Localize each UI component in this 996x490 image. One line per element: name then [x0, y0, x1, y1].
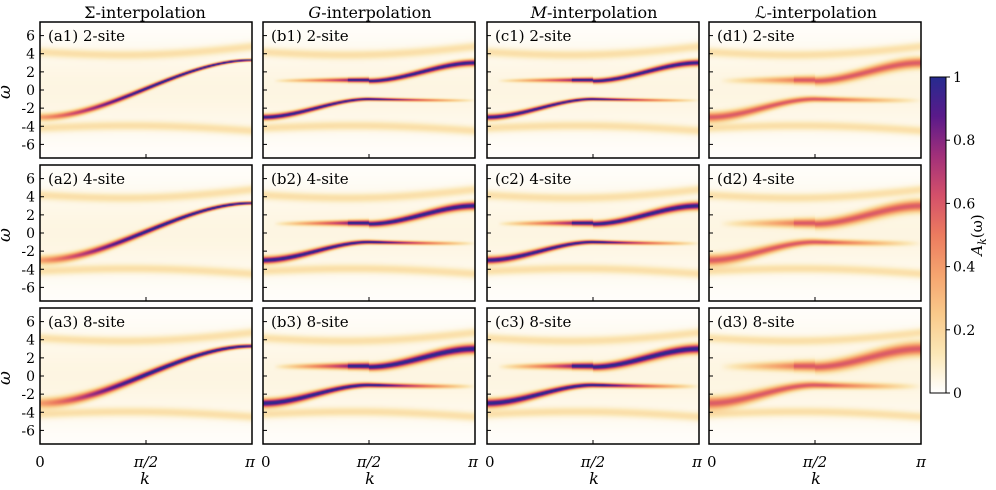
- panel-label: (b2) 4-site: [271, 170, 349, 188]
- y-tick-label: -2: [21, 244, 35, 260]
- x-tick-label: 0: [707, 453, 717, 471]
- y-tick-label: -4: [21, 119, 35, 135]
- heatmap-image: [40, 22, 252, 158]
- panel-label: (b1) 2-site: [271, 27, 349, 45]
- panel-1-0: (a2) 4-site: [39, 164, 253, 302]
- x-tick-label: π/2: [580, 453, 605, 471]
- panel-label: (b3) 8-site: [271, 313, 349, 331]
- y-tick-label: -6: [21, 423, 35, 439]
- heatmap-panels: (a1) 2-site (b1) 2-site (c1) 2-site (d1) 2-…: [39, 21, 922, 445]
- heatmap-image: [487, 308, 699, 444]
- panel-2-2: (c3) 8-site: [486, 307, 700, 445]
- x-tick-label: π: [915, 453, 927, 471]
- y-axis-label-row1: ω: [0, 85, 15, 99]
- y-tick-label: 6: [26, 172, 35, 188]
- panel-label: (d1) 2-site: [717, 27, 795, 45]
- column-titles: Σ-interpolation G-interpolation M-interp…: [84, 3, 877, 22]
- colorbar-gradient: [929, 76, 947, 394]
- panel-label: (a2) 4-site: [48, 170, 125, 188]
- panel-label: (c2) 4-site: [495, 170, 572, 188]
- x-tick-label: π/2: [133, 453, 158, 471]
- heatmap-image: [709, 308, 921, 444]
- x-tick-label: π/2: [356, 453, 381, 471]
- column-title-sigma: Σ-interpolation: [84, 3, 206, 22]
- panel-0-3: (d1) 2-site: [708, 21, 922, 159]
- colorbar-tick-label: 0.4: [953, 260, 975, 276]
- heatmap-image: [263, 165, 475, 301]
- colorbar-tick-label: 0.6: [953, 196, 975, 212]
- panel-label: (d2) 4-site: [717, 170, 795, 188]
- panel-2-1: (b3) 8-site: [262, 307, 476, 445]
- panel-2-3: (d3) 8-site: [708, 307, 922, 445]
- panel-label: (c1) 2-site: [495, 27, 572, 45]
- x-tick-label: π: [244, 453, 256, 471]
- y-tick-label: 6: [26, 315, 35, 331]
- panel-label: (c3) 8-site: [495, 313, 572, 331]
- panel-1-3: (d2) 4-site: [708, 164, 922, 302]
- y-tick-label: 0: [26, 83, 35, 99]
- colorbar-tick-label: 1: [953, 70, 962, 86]
- x-axis-label-col3: k: [589, 469, 599, 488]
- y-tick-label: 6: [26, 29, 35, 45]
- column-title-l: ℒ-interpolation: [755, 3, 877, 22]
- x-axis-label-col4: k: [811, 469, 821, 488]
- panel-1-2: (c2) 4-site: [486, 164, 700, 302]
- y-axis-label-row3: ω: [0, 371, 15, 385]
- panel-1-1: (b2) 4-site: [262, 164, 476, 302]
- heatmap-image: [709, 165, 921, 301]
- y-tick-label: 0: [26, 369, 35, 385]
- y-tick-label: -2: [21, 101, 35, 117]
- y-tick-label: 4: [26, 47, 35, 63]
- y-axis-label-row2: ω: [0, 228, 15, 242]
- x-axis-label-col2: k: [365, 469, 375, 488]
- column-title-m: M-interpolation: [530, 3, 658, 22]
- x-tick-label: 0: [35, 453, 45, 471]
- y-tick-label: 2: [26, 351, 35, 367]
- x-tick-label: π: [467, 453, 479, 471]
- colorbar-tick-label: 0.2: [953, 323, 975, 339]
- heatmap-image: [40, 308, 252, 444]
- x-axis: 0 π/2 π 0 π/2 π 0 π/2 π 0 π/2 π: [35, 453, 927, 471]
- x-tick-label: π: [691, 453, 703, 471]
- colorbar-label: Ak(ω): [968, 214, 989, 257]
- y-tick-label: 0: [26, 226, 35, 242]
- heatmap-image: [709, 22, 921, 158]
- y-tick-label: -6: [21, 137, 35, 153]
- heatmap-image: [263, 22, 475, 158]
- y-tick-label: 2: [26, 65, 35, 81]
- panel-label: (d3) 8-site: [717, 313, 795, 331]
- x-tick-label: π/2: [802, 453, 827, 471]
- x-axis-label-col1: k: [140, 469, 150, 488]
- y-tick-label: -4: [21, 405, 35, 421]
- y-tick-label: 2: [26, 208, 35, 224]
- y-axis: 6 4 2 0 -2 -4 -6 6 4 2 0 -2 -4 -6 6 4 2 0 -2 -4 -6: [21, 29, 35, 440]
- y-tick-label: -2: [21, 387, 35, 403]
- y-tick-label: 4: [26, 190, 35, 206]
- panel-0-0: (a1) 2-site: [39, 21, 253, 159]
- panel-0-2: (c1) 2-site: [486, 21, 700, 159]
- x-tick-label: 0: [261, 453, 271, 471]
- panel-label: (a3) 8-site: [48, 313, 125, 331]
- panel-label: (a1) 2-site: [48, 27, 125, 45]
- heatmap-image: [487, 165, 699, 301]
- y-tick-label: -6: [21, 280, 35, 296]
- panel-2-0: (a3) 8-site: [39, 307, 253, 445]
- heatmap-image: [263, 308, 475, 444]
- colorbar-tick-label: 0: [953, 386, 962, 402]
- y-tick-label: 4: [26, 333, 35, 349]
- heatmap-image: [40, 165, 252, 301]
- panel-0-1: (b1) 2-site: [262, 21, 476, 159]
- y-tick-label: -4: [21, 262, 35, 278]
- column-title-g: G-interpolation: [308, 3, 431, 22]
- colorbar: 1 0.8 0.6 0.4 0.2 0: [929, 70, 975, 402]
- x-tick-label: 0: [485, 453, 495, 471]
- heatmap-image: [487, 22, 699, 158]
- colorbar-tick-label: 0.8: [953, 133, 975, 149]
